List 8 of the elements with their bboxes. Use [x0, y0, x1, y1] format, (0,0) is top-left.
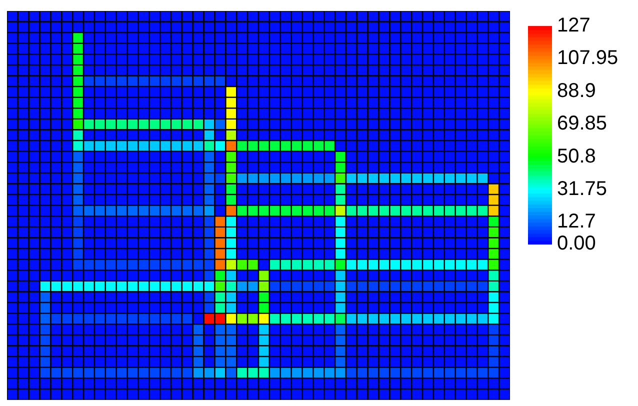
color-bar-label: 88.9	[557, 80, 596, 102]
color-bar-label: 50.8	[557, 145, 596, 168]
color-bar-label: 12.7	[557, 210, 596, 233]
color-bar-label: 127	[557, 14, 590, 37]
color-bar-label: 0.00	[557, 232, 596, 255]
color-bar-label: 107.95	[557, 47, 618, 70]
color-bar-label: 31.75	[557, 178, 608, 200]
color-bar-label: 69.85	[557, 112, 608, 135]
